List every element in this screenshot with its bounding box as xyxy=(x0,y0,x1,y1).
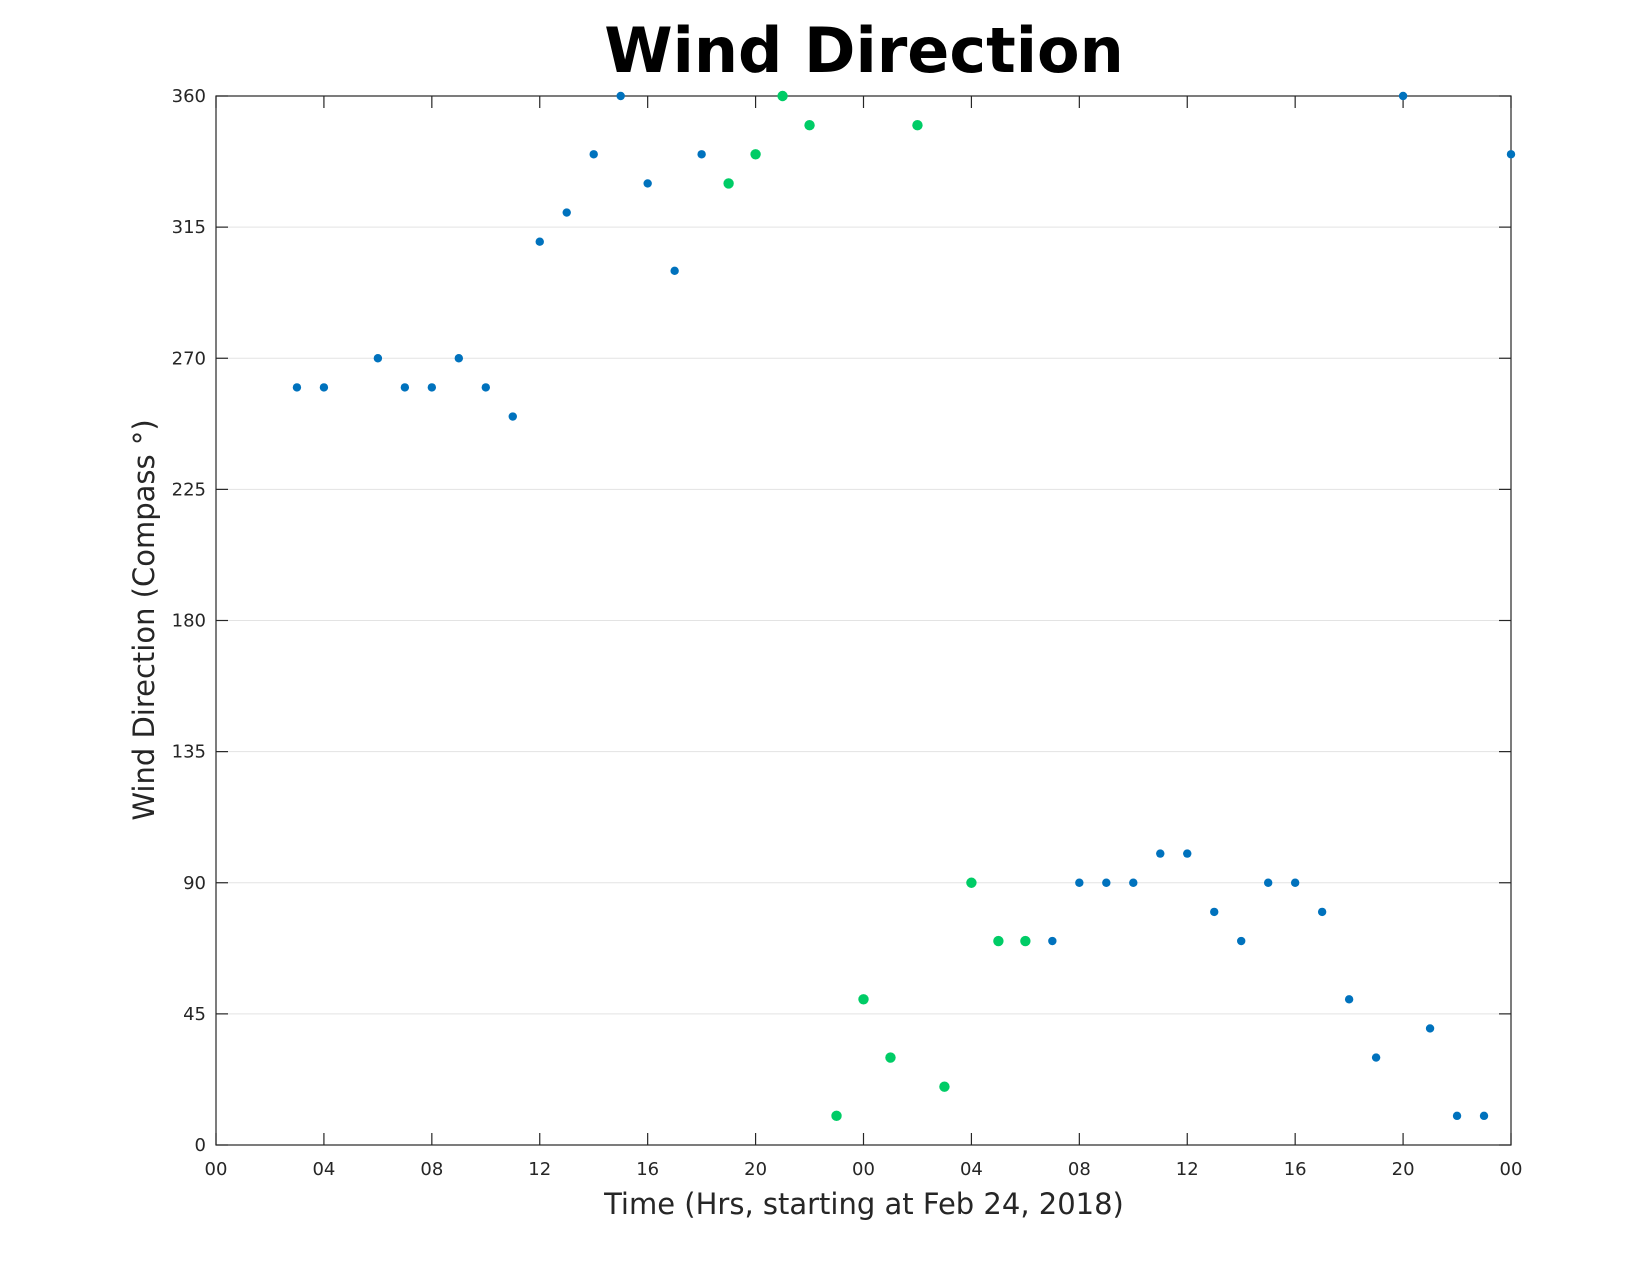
y-tick-label: 360 xyxy=(172,86,206,107)
x-tick-label: 08 xyxy=(1068,1159,1091,1180)
data-point xyxy=(723,178,734,189)
x-tick-label: 04 xyxy=(960,1159,983,1180)
x-tick-label: 16 xyxy=(1284,1159,1307,1180)
data-point xyxy=(1506,150,1516,159)
chart-title: Wind Direction xyxy=(604,14,1123,87)
data-point xyxy=(750,149,761,160)
data-point xyxy=(400,383,410,392)
y-tick-label: 0 xyxy=(195,1135,206,1156)
data-point xyxy=(939,1081,950,1092)
y-tick-label: 45 xyxy=(183,1004,206,1025)
data-point xyxy=(1075,878,1084,887)
data-point xyxy=(885,1052,896,1063)
data-point xyxy=(427,383,437,392)
y-tick-label: 90 xyxy=(183,873,206,894)
axis-ticks xyxy=(215,95,1512,1146)
y-tick-labels: 0 45 90 135 180 225 270 315 360 xyxy=(172,86,206,1156)
x-tick-label: 00 xyxy=(852,1159,875,1180)
data-point xyxy=(481,383,490,392)
data-point xyxy=(1102,878,1111,887)
data-point xyxy=(804,119,815,131)
data-point xyxy=(1048,936,1057,946)
y-axis-label: Wind Direction (Compass °) xyxy=(127,419,161,820)
data-point xyxy=(562,208,571,217)
data-point xyxy=(1237,936,1246,946)
y-tick-label: 180 xyxy=(172,611,206,632)
data-point xyxy=(616,91,625,101)
data-point xyxy=(1371,1053,1381,1062)
data-point xyxy=(319,383,329,392)
y-tick-label: 270 xyxy=(172,348,206,369)
data-point xyxy=(670,266,679,276)
data-point xyxy=(1317,907,1327,917)
data-point xyxy=(777,90,788,102)
x-tick-label: 00 xyxy=(205,1159,228,1180)
gridlines xyxy=(216,226,1511,1015)
data-point xyxy=(858,994,869,1005)
data-point xyxy=(1344,995,1354,1004)
x-tick-label: 08 xyxy=(420,1159,443,1180)
x-tick-label: 00 xyxy=(1500,1159,1523,1180)
data-point xyxy=(1263,878,1273,887)
data-point xyxy=(535,237,544,246)
data-point xyxy=(1156,849,1165,858)
data-points xyxy=(292,90,1516,1122)
data-point xyxy=(1479,1111,1489,1121)
data-point xyxy=(1129,878,1138,887)
data-point xyxy=(643,179,652,188)
x-tick-label: 16 xyxy=(636,1159,659,1180)
data-point xyxy=(966,877,977,888)
data-point xyxy=(831,1110,842,1122)
data-point xyxy=(1290,878,1300,887)
data-point xyxy=(697,150,706,159)
data-point xyxy=(589,150,598,159)
y-tick-label: 135 xyxy=(172,742,206,763)
x-tick-label: 12 xyxy=(528,1159,551,1180)
data-point xyxy=(292,383,302,392)
x-tick-labels: 00 04 08 12 16 20 00 04 08 12 16 20 00 xyxy=(205,1159,1523,1180)
data-point xyxy=(1020,935,1031,947)
data-point xyxy=(912,119,923,131)
x-axis-label: Time (Hrs, starting at Feb 24, 2018) xyxy=(603,1187,1124,1221)
data-point xyxy=(1210,907,1219,917)
x-tick-label: 20 xyxy=(1392,1159,1415,1180)
x-tick-label: 04 xyxy=(312,1159,335,1180)
data-point xyxy=(454,354,464,363)
x-tick-label: 12 xyxy=(1176,1159,1199,1180)
data-point xyxy=(508,412,517,421)
x-tick-label: 20 xyxy=(744,1159,767,1180)
data-point xyxy=(1452,1111,1462,1121)
y-tick-label: 225 xyxy=(172,479,206,500)
data-point xyxy=(1425,1024,1435,1033)
data-point xyxy=(1398,91,1408,101)
data-point xyxy=(993,935,1004,947)
data-point xyxy=(1183,849,1192,858)
y-tick-label: 315 xyxy=(172,217,206,238)
data-point xyxy=(373,354,383,363)
